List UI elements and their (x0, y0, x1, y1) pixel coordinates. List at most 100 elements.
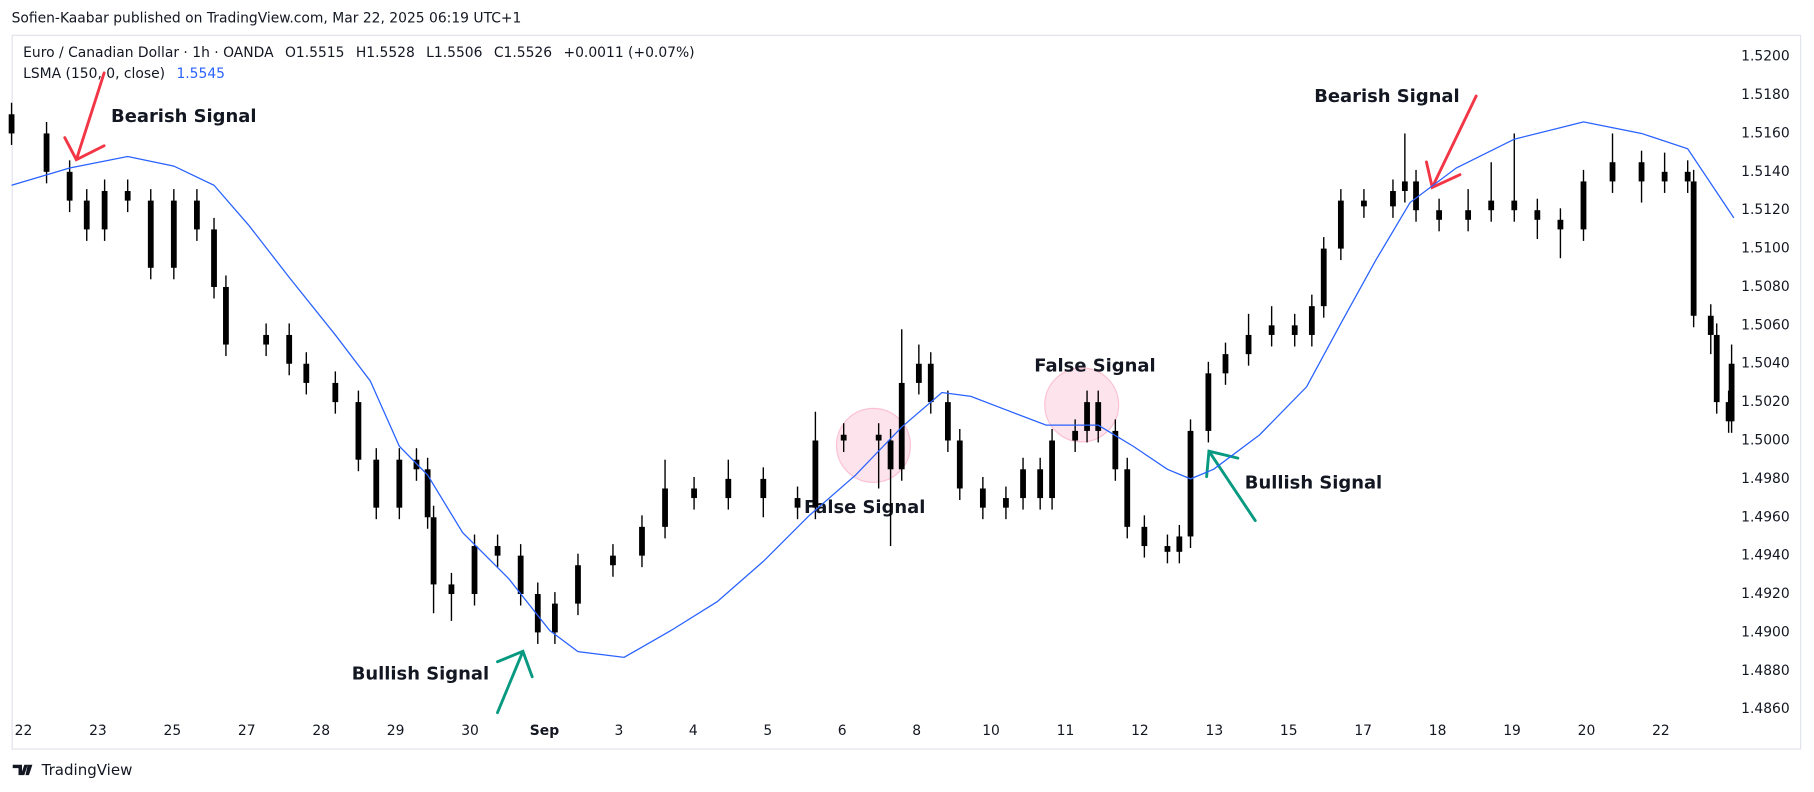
y-tick-label: 1.5120 (1741, 202, 1790, 218)
x-tick-label: 3 (614, 723, 623, 739)
candle-body (1436, 210, 1442, 220)
x-tick-label: 15 (1280, 723, 1298, 739)
candle-body (1245, 334, 1252, 355)
candle-body (812, 440, 819, 508)
candle-body (430, 517, 437, 585)
annotation-label: Bearish Signal (111, 106, 256, 127)
x-tick-label: 10 (982, 723, 1000, 739)
y-tick-label: 1.4920 (1741, 586, 1790, 602)
indicator-name: LSMA (150, 0, close) (23, 66, 165, 82)
annotation-label: Bullish Signal (352, 663, 489, 684)
y-tick-label: 1.5180 (1741, 87, 1790, 103)
candle-body (124, 191, 131, 201)
x-tick-label: 6 (838, 723, 847, 739)
candle-body (875, 434, 882, 441)
candles (8, 102, 1735, 644)
candle-body (1124, 469, 1131, 527)
y-tick-label: 1.5140 (1741, 164, 1790, 180)
candle-body (1707, 315, 1714, 335)
candle-body (517, 555, 524, 595)
candle-body (263, 334, 270, 345)
candle-body (725, 478, 732, 499)
ohlc-value: 1.5515 (296, 45, 345, 61)
candle-body (471, 546, 478, 595)
candle-body (83, 200, 90, 230)
candle-body (1072, 430, 1079, 441)
candle-body (552, 603, 558, 633)
candle-body (794, 498, 801, 508)
y-tick-label: 1.5020 (1741, 394, 1790, 410)
candle-body (1638, 162, 1645, 182)
candle-body (1222, 354, 1229, 374)
x-tick-label: 8 (912, 723, 921, 739)
candle-body (662, 488, 668, 527)
y-tick-label: 1.5100 (1741, 241, 1790, 257)
candle-body (147, 200, 154, 268)
candle-body (1534, 210, 1541, 220)
ohlc-label: L (426, 45, 434, 61)
logo-text: TradingView (41, 761, 133, 779)
y-tick-label: 1.4960 (1741, 509, 1790, 525)
candle-body (1003, 498, 1009, 508)
candle-body (1164, 546, 1171, 552)
y-tick-label: 1.4940 (1741, 548, 1790, 564)
signal-arrow (1424, 94, 1478, 190)
candle-body (1049, 440, 1055, 499)
candle-body (979, 488, 986, 508)
x-tick-label: 22 (1652, 723, 1670, 739)
indicator-value: 1.5545 (176, 66, 225, 82)
annotation-label: False Signal (804, 497, 925, 518)
candle-body (101, 191, 108, 230)
candle-body (494, 546, 501, 556)
candle-body (1361, 200, 1367, 207)
x-tick-label: 11 (1057, 723, 1075, 739)
candle-body (1268, 325, 1275, 335)
candle-body (534, 594, 541, 633)
candle-body (1728, 363, 1735, 422)
y-tick-label: 1.5040 (1741, 356, 1790, 372)
attribution: Sofien-Kaabar published on TradingView.c… (12, 11, 522, 27)
candle-body (1713, 334, 1720, 403)
candle-body (898, 382, 905, 470)
candle-body (1205, 373, 1212, 431)
candle-body (1465, 210, 1472, 220)
signal-arrow (1205, 449, 1257, 523)
change: +0.0011 (+0.07%) (563, 45, 694, 61)
candle-body (1580, 181, 1587, 230)
x-tick-label: 5 (763, 723, 772, 739)
candle-body (8, 114, 15, 134)
candle-body (760, 478, 767, 499)
candle-body (915, 363, 922, 383)
candle-body (956, 440, 963, 489)
signal-arrow (496, 649, 534, 715)
candle-body (840, 434, 847, 441)
y-tick-label: 1.5000 (1741, 432, 1790, 448)
candle-body (1308, 306, 1315, 335)
x-tick-label: 17 (1354, 723, 1372, 739)
candle-body (639, 526, 645, 556)
candle-body (1511, 200, 1518, 211)
annotations: Bearish Signal Bearish Signal Bullish Sign… (63, 71, 1478, 715)
candle-body (332, 382, 339, 403)
candle-body (1187, 430, 1194, 537)
y-tick-label: 1.5160 (1741, 125, 1790, 141)
x-tick-label: 13 (1206, 723, 1224, 739)
x-tick-label: 30 (461, 723, 479, 739)
candle-body (1337, 200, 1344, 249)
candle-body (355, 402, 362, 460)
candle-body (1609, 162, 1616, 182)
y-tick-label: 1.4880 (1741, 663, 1790, 679)
candle-body (691, 488, 697, 499)
x-tick-label: 4 (689, 723, 698, 739)
candle-body (1488, 200, 1495, 211)
candle-body (1176, 536, 1183, 552)
x-tick-label: 18 (1429, 723, 1447, 739)
candle-body (610, 555, 616, 566)
candle-body (211, 229, 217, 287)
candle-body (1141, 526, 1148, 547)
indicator-line (11, 121, 1735, 659)
candle-body (1690, 181, 1697, 316)
